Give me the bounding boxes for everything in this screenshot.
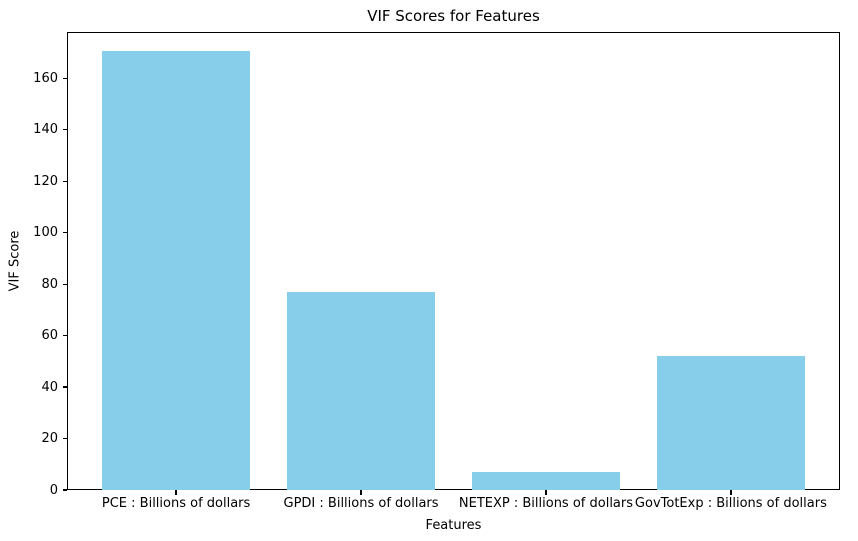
y-tick-label-8: 160	[33, 70, 58, 86]
y-tick-label-2: 40	[41, 379, 58, 395]
x-tick-label-2: NETEXP : Billions of dollars	[458, 496, 634, 511]
y-tick-mark-1	[62, 437, 67, 440]
y-tick-mark-7	[62, 129, 67, 131]
chart-bar-2	[471, 471, 620, 490]
x-tick-mark-0	[175, 490, 177, 495]
y-tick-mark-0	[62, 489, 67, 491]
chart-bar-0	[102, 51, 251, 490]
y-tick-mark-6	[62, 180, 67, 182]
x-tick-mark-1	[360, 490, 362, 495]
y-tick-label-4: 80	[41, 276, 58, 292]
x-axis-label: Features	[425, 518, 482, 533]
x-tick-label-1: GPDI : Billions of dollars	[283, 496, 439, 511]
y-tick-mark-2	[62, 386, 67, 388]
chart-bar-3	[656, 356, 805, 490]
y-tick-mark-8	[62, 77, 67, 79]
y-tick-label-0: 0	[49, 482, 58, 498]
y-tick-label-5: 100	[33, 225, 58, 241]
chart-title: VIF Scores for Features	[367, 7, 540, 25]
x-tick-mark-3	[730, 490, 732, 495]
x-tick-label-0: PCE : Billions of dollars	[101, 496, 251, 511]
y-tick-label-3: 60	[41, 328, 58, 344]
y-tick-label-1: 20	[41, 431, 58, 447]
y-tick-mark-5	[62, 232, 67, 234]
y-tick-mark-3	[62, 334, 67, 337]
y-tick-mark-4	[62, 283, 67, 285]
x-tick-label-3: GovTotExp : Billions of dollars	[634, 496, 827, 511]
y-tick-label-6: 120	[33, 173, 58, 189]
x-tick-mark-2	[545, 490, 547, 495]
chart-bar-1	[287, 291, 435, 490]
y-tick-label-7: 140	[33, 122, 58, 138]
